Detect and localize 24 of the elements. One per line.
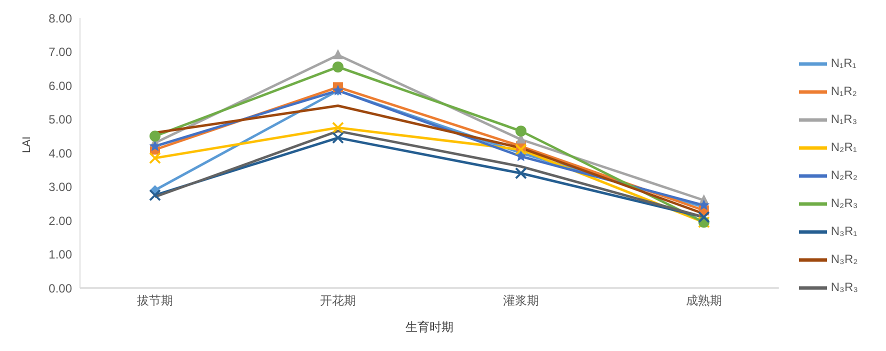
y-tick-label: 5.00 xyxy=(48,112,72,127)
legend-label: N₁R₂ xyxy=(830,84,857,98)
y-tick-label: 4.00 xyxy=(48,146,72,160)
y-tick-label: 8.00 xyxy=(48,11,72,26)
y-tick-label: 6.00 xyxy=(48,78,72,93)
y-tick-label: 1.00 xyxy=(48,248,72,262)
y-axis-title: LAI xyxy=(20,136,33,153)
x-tick-label: 拔节期 xyxy=(137,294,173,308)
legend-label: N₂R₃ xyxy=(830,196,858,210)
y-tick-label: 3.00 xyxy=(48,180,72,194)
x-axis-title: 生育时期 xyxy=(405,320,454,334)
legend-label: N₂R₁ xyxy=(830,140,857,154)
y-tick-label: 7.00 xyxy=(48,45,72,60)
legend-label: N₃R₃ xyxy=(830,280,858,294)
x-tick-label: 灌浆期 xyxy=(502,294,539,308)
legend-label: N₁R₁ xyxy=(830,56,856,70)
y-tick-label: 0.00 xyxy=(48,281,72,296)
x-tick-label: 成熟期 xyxy=(686,294,722,308)
x-tick-label: 开花期 xyxy=(320,294,356,308)
legend-label: N₃R₂ xyxy=(830,252,858,266)
legend-label: N₂R₂ xyxy=(830,168,858,182)
legend-label: N₁R₃ xyxy=(830,112,858,126)
y-tick-label: 2.00 xyxy=(48,214,72,228)
legend-label: N₃R₁ xyxy=(830,224,858,238)
